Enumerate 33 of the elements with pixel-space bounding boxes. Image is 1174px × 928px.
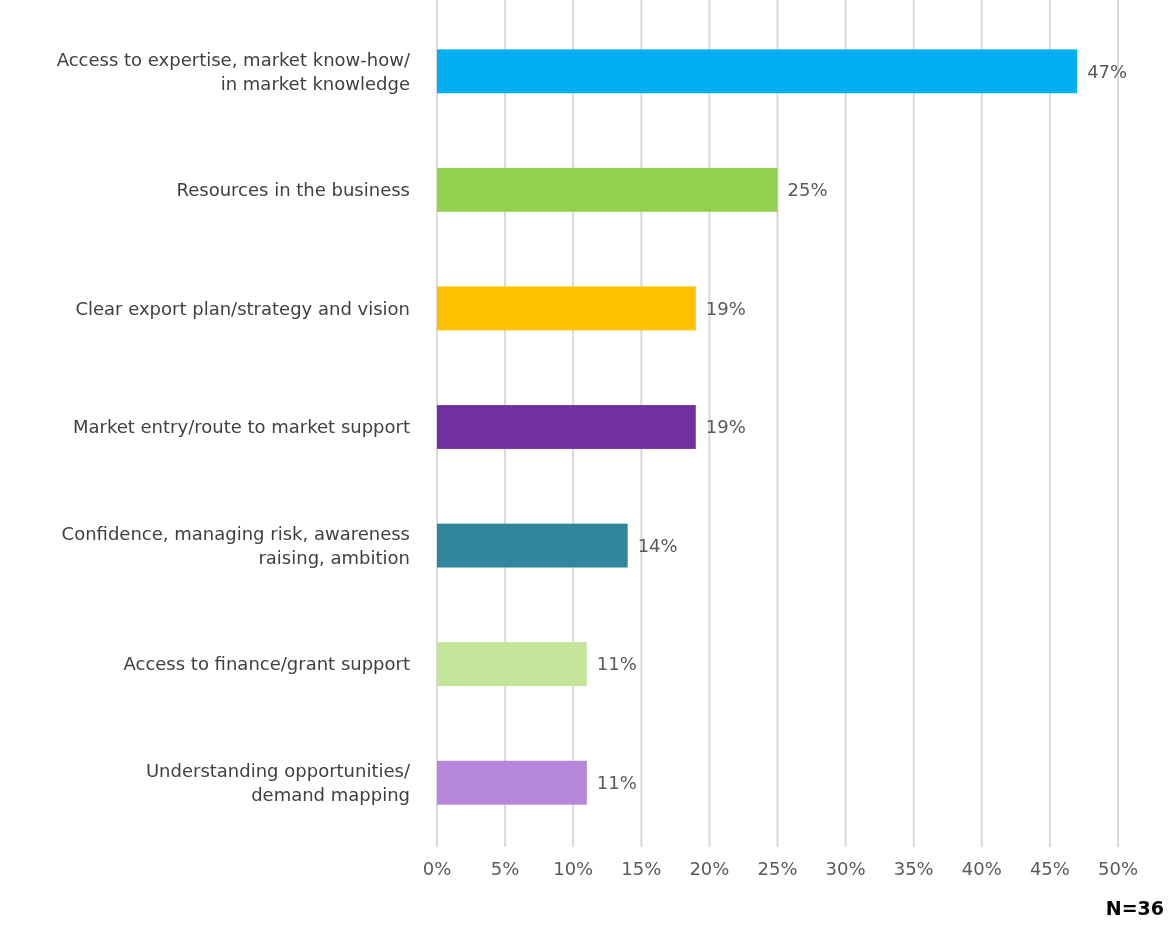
x-tick-label: 50% [1097, 858, 1139, 879]
x-tick-label: 20% [689, 858, 730, 879]
y-tick-label: Confidence, managing risk, awareness raising, ambition [61, 522, 410, 568]
bar [437, 286, 696, 331]
y-tick-label: Market entry/route to market support [72, 416, 410, 438]
x-tick-label: 30% [825, 858, 866, 879]
y-tick-label: Understanding opportunities/ demand mapping [145, 760, 411, 806]
x-tick-label: 0% [422, 858, 452, 879]
x-tick-label: 25% [757, 858, 798, 879]
data-label: 11% [596, 772, 637, 794]
x-tick-label: 10% [553, 858, 594, 879]
x-tick-label: 35% [893, 858, 934, 879]
y-tick-label: Clear export plan/strategy and vision [75, 297, 410, 319]
y-tick-label: Resources in the business [176, 179, 410, 201]
x-tick-label: 15% [621, 858, 662, 879]
data-label: 14% [637, 534, 678, 556]
data-label: 25% [787, 179, 828, 201]
y-tick-label: Access to finance/grant support [123, 653, 410, 675]
x-tick-label: 40% [961, 858, 1002, 879]
data-label: 19% [705, 297, 746, 319]
x-tick-label: 45% [1029, 858, 1070, 879]
bar [437, 49, 1078, 94]
text: N=36 [1105, 897, 1164, 919]
x-tick-label: 5% [490, 858, 520, 879]
bar [437, 405, 696, 449]
data-label: 47% [1087, 60, 1128, 82]
bar [437, 642, 587, 687]
data-label: 19% [705, 416, 746, 438]
data-label: 11% [596, 653, 637, 675]
bar [437, 523, 628, 568]
bar [437, 167, 778, 212]
bar [437, 760, 587, 805]
y-tick-label: Access to expertise, market know-how/ in market knowledge [56, 48, 411, 94]
